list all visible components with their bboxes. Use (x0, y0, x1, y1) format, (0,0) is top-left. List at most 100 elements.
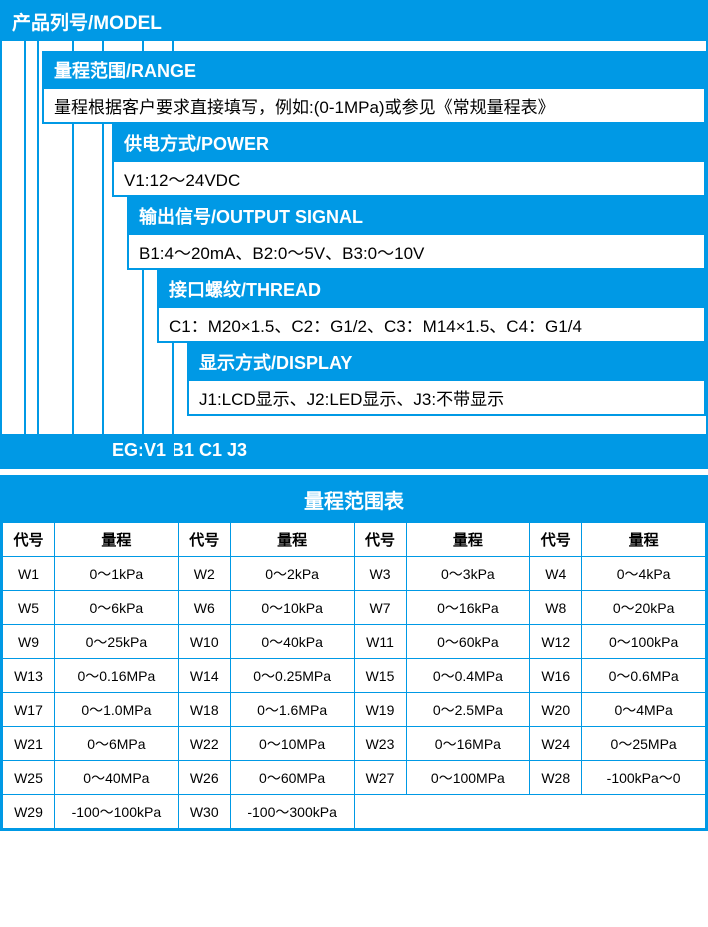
header-value: 量程 (230, 523, 354, 557)
range-code-cell: W21 (3, 727, 55, 761)
range-code-cell: W22 (178, 727, 230, 761)
range-code-cell: W13 (3, 659, 55, 693)
range-value-cell: 0～0.25MPa (230, 659, 354, 693)
table-row: W130～0.16MPaW140～0.25MPaW150～0.4MPaW160～… (3, 659, 706, 693)
range-code-cell: W25 (3, 761, 55, 795)
range-value-cell: 0～1.6MPa (230, 693, 354, 727)
example-bar: EG:V1 B1 C1 J3 (2, 434, 706, 467)
range-code-cell: W9 (3, 625, 55, 659)
range-value-cell: 0～4MPa (582, 693, 706, 727)
model-level-value: 量程根据客户要求直接填写，例如:(0-1MPa)或参见《常规量程表》 (42, 89, 706, 124)
range-code-cell: W29 (3, 795, 55, 829)
header-value: 量程 (582, 523, 706, 557)
range-value-cell: 0～6kPa (55, 591, 179, 625)
range-value-cell: 0～0.6MPa (582, 659, 706, 693)
range-code-cell: W1 (3, 557, 55, 591)
model-level: 输出信号/OUTPUT SIGNALB1:4～20mA、B2:0～5V、B3:0… (127, 197, 706, 270)
model-level-title: 输出信号/OUTPUT SIGNAL (127, 197, 706, 235)
table-row: W50～6kPaW60～10kPaW70～16kPaW80～20kPa (3, 591, 706, 625)
model-spec-block: 产品列号/MODEL 量程范围/RANGE量程根据客户要求直接填写，例如:(0-… (0, 0, 708, 469)
range-code-cell: W4 (530, 557, 582, 591)
model-level-value: V1:12～24VDC (112, 162, 706, 197)
range-value-cell: -100kPa～0 (582, 761, 706, 795)
table-row: W250～40MPaW260～60MPaW270～100MPaW28-100kP… (3, 761, 706, 795)
range-value-cell: 0～1kPa (55, 557, 179, 591)
range-code-cell: W14 (178, 659, 230, 693)
range-value-cell: 0～16kPa (406, 591, 530, 625)
range-value-cell: -100～300kPa (230, 795, 354, 829)
range-code-cell: W17 (3, 693, 55, 727)
range-code-cell: W18 (178, 693, 230, 727)
range-value-cell: 0～2.5MPa (406, 693, 530, 727)
table-row: W170～1.0MPaW180～1.6MPaW190～2.5MPaW200～4M… (3, 693, 706, 727)
range-code-cell: W28 (530, 761, 582, 795)
range-code-cell: W12 (530, 625, 582, 659)
model-level: 量程范围/RANGE量程根据客户要求直接填写，例如:(0-1MPa)或参见《常规… (42, 51, 706, 124)
range-code-cell: W2 (178, 557, 230, 591)
range-value-cell: 0～60kPa (406, 625, 530, 659)
range-code-cell: W23 (354, 727, 406, 761)
range-value-cell: 0～1.0MPa (55, 693, 179, 727)
table-row: W90～25kPaW100～40kPaW110～60kPaW120～100kPa (3, 625, 706, 659)
range-footer-note: 其他订货量程可直接备注 (354, 795, 706, 829)
range-code-cell: W19 (354, 693, 406, 727)
model-level-title: 显示方式/DISPLAY (187, 343, 706, 381)
header-code: 代号 (354, 523, 406, 557)
range-value-cell: 0～0.4MPa (406, 659, 530, 693)
range-code-cell: W26 (178, 761, 230, 795)
range-value-cell: 0～25kPa (55, 625, 179, 659)
table-row: W210～6MPaW220～10MPaW230～16MPaW240～25MPa (3, 727, 706, 761)
header-code: 代号 (178, 523, 230, 557)
range-value-cell: 0～3kPa (406, 557, 530, 591)
model-level: 供电方式/POWERV1:12～24VDC (112, 124, 706, 197)
model-level-value: C1：M20×1.5、C2：G1/2、C3：M14×1.5、C4：G1/4 (157, 308, 706, 343)
range-value-cell: 0～60MPa (230, 761, 354, 795)
range-code-cell: W5 (3, 591, 55, 625)
range-code-cell: W16 (530, 659, 582, 693)
range-code-cell: W11 (354, 625, 406, 659)
range-table: 代号 量程 代号 量程 代号 量程 代号 量程 W10～1kPaW20～2kPa… (2, 522, 706, 829)
range-value-cell: 0～2kPa (230, 557, 354, 591)
table-row: W29-100～100kPaW30-100～300kPa其他订货量程可直接备注 (3, 795, 706, 829)
model-level-value: J1:LCD显示、J2:LED显示、J3:不带显示 (187, 381, 706, 416)
range-value-cell: 0～20kPa (582, 591, 706, 625)
range-table-title: 量程范围表 (2, 477, 706, 522)
range-code-cell: W27 (354, 761, 406, 795)
range-value-cell: 0～6MPa (55, 727, 179, 761)
range-value-cell: 0～10kPa (230, 591, 354, 625)
header-value: 量程 (55, 523, 179, 557)
range-code-cell: W10 (178, 625, 230, 659)
range-code-cell: W24 (530, 727, 582, 761)
model-level: 接口螺纹/THREADC1：M20×1.5、C2：G1/2、C3：M14×1.5… (157, 270, 706, 343)
range-value-cell: 0～100kPa (582, 625, 706, 659)
range-value-cell: 0～10MPa (230, 727, 354, 761)
range-code-cell: W3 (354, 557, 406, 591)
range-code-cell: W7 (354, 591, 406, 625)
range-code-cell: W8 (530, 591, 582, 625)
model-level-value: B1:4～20mA、B2:0～5V、B3:0～10V (127, 235, 706, 270)
model-header: 产品列号/MODEL (2, 2, 706, 41)
header-code: 代号 (3, 523, 55, 557)
model-level-title: 接口螺纹/THREAD (157, 270, 706, 308)
table-row: W10～1kPaW20～2kPaW30～3kPaW40～4kPa (3, 557, 706, 591)
range-value-cell: 0～40kPa (230, 625, 354, 659)
range-code-cell: W30 (178, 795, 230, 829)
header-code: 代号 (530, 523, 582, 557)
model-hierarchy: 量程范围/RANGE量程根据客户要求直接填写，例如:(0-1MPa)或参见《常规… (2, 41, 706, 467)
range-value-cell: 0～100MPa (406, 761, 530, 795)
range-value-cell: 0～4kPa (582, 557, 706, 591)
range-code-cell: W15 (354, 659, 406, 693)
range-table-block: 量程范围表 代号 量程 代号 量程 代号 量程 代号 量程 W10～1kPaW2… (0, 475, 708, 831)
model-level: 显示方式/DISPLAYJ1:LCD显示、J2:LED显示、J3:不带显示 (187, 343, 706, 416)
range-table-header-row: 代号 量程 代号 量程 代号 量程 代号 量程 (3, 523, 706, 557)
model-level-title: 量程范围/RANGE (42, 51, 706, 89)
model-level-title: 供电方式/POWER (112, 124, 706, 162)
range-value-cell: 0～25MPa (582, 727, 706, 761)
range-value-cell: 0～16MPa (406, 727, 530, 761)
range-value-cell: 0～0.16MPa (55, 659, 179, 693)
range-code-cell: W6 (178, 591, 230, 625)
range-value-cell: -100～100kPa (55, 795, 179, 829)
header-value: 量程 (406, 523, 530, 557)
range-value-cell: 0～40MPa (55, 761, 179, 795)
range-code-cell: W20 (530, 693, 582, 727)
